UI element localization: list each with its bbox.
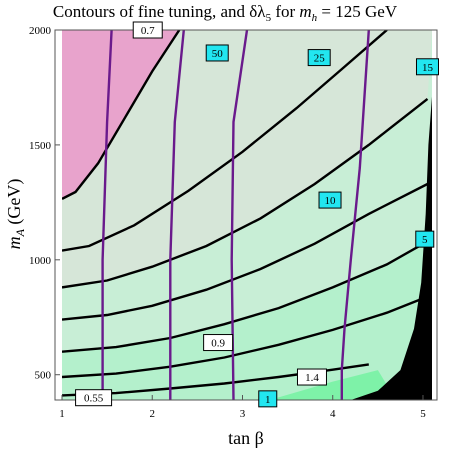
title-mid: for (271, 2, 299, 21)
region-fills (62, 30, 432, 400)
contour-label: 10 (318, 191, 342, 209)
contour-label-text: 50 (212, 48, 224, 60)
contour-label: 15 (415, 58, 439, 76)
contour-label-text: 0.55 (84, 393, 104, 405)
x-axis-label: tan β (228, 428, 264, 448)
y-axis-label-sub: A (13, 228, 27, 237)
y-tick-label: 500 (35, 370, 52, 382)
region-pink (62, 30, 432, 199)
contour-label: 25 (307, 49, 331, 67)
fine-tuning-contours (62, 30, 429, 397)
contour-label-text: 25 (314, 53, 326, 65)
chart-title: Contours of fine tuning, and δλ5 for mh … (53, 2, 398, 24)
fine-tuning-contour (62, 295, 428, 379)
title-main: Contours of fine tuning, and δλ (53, 2, 266, 21)
title-mh-sub: h (312, 12, 318, 24)
delta-lambda-contour (230, 30, 249, 400)
contour-label-box (318, 191, 342, 209)
plot-frame (54, 29, 438, 401)
contour-label-box (205, 44, 229, 62)
contour-label-text: 0.9 (211, 338, 225, 350)
contour-label-text: 0.7 (141, 25, 155, 37)
region-gray-green (62, 30, 432, 288)
y-axis-label-unit: (GeV) (4, 179, 25, 229)
x-tick-label: 5 (420, 408, 426, 420)
x-tick-label: 3 (240, 408, 246, 420)
contour-label: 1 (258, 390, 278, 408)
delta-lambda-contour (340, 30, 370, 400)
contour-labels: 0.7 50 25 15 10 5 0.9 1.4 0.55 1 (75, 21, 439, 408)
contour-label-text: 5 (422, 234, 428, 246)
plot-area (62, 30, 432, 400)
y-tick-label: 1000 (29, 255, 52, 267)
y-tick-label: 1500 (29, 140, 52, 152)
x-tick-label: 1 (59, 408, 65, 420)
y-axis-label-main: m (4, 236, 24, 249)
contour-label: 0.9 (203, 334, 234, 352)
contour-label-box (75, 389, 113, 407)
contour-label: 0.55 (75, 389, 113, 407)
fine-tuning-contour (62, 182, 429, 321)
contour-label-text: 1.4 (305, 372, 319, 384)
contour-label: 1.4 (296, 368, 327, 386)
contour-label-text: 10 (325, 195, 337, 207)
contour-label-box (132, 21, 163, 39)
fine-tuning-contour (62, 30, 388, 252)
delta-lambda-contour (169, 30, 185, 400)
y-axis-label: mA (GeV) (4, 179, 27, 250)
contour-label-box (415, 230, 435, 248)
contour-label: 50 (205, 44, 229, 62)
contour-label-box (296, 368, 327, 386)
contour-label-box (203, 334, 234, 352)
contour-label-box (307, 49, 331, 67)
x-tick-label: 4 (330, 408, 336, 420)
fine-tuning-contour (62, 363, 369, 397)
region-excluded (350, 96, 432, 400)
title-end: = 125 GeV (317, 2, 398, 21)
contour-label-box (415, 58, 439, 76)
delta-lambda-contour (101, 30, 113, 400)
title-sub: 5 (266, 12, 272, 24)
fine-tuning-contour (62, 30, 181, 200)
contour-label-box (258, 390, 278, 408)
x-ticks: 1 2 3 4 5 (59, 395, 426, 420)
delta-lambda-contours (101, 30, 370, 400)
contour-label-text: 15 (422, 62, 434, 74)
y-tick-label: 2000 (29, 25, 52, 37)
x-tick-label: 2 (149, 408, 155, 420)
contour-label: 5 (415, 230, 435, 248)
contour-label: 0.7 (132, 21, 163, 39)
fine-tuning-contour (62, 240, 429, 353)
title-mh: m (299, 2, 311, 21)
y-ticks: 500 1000 1500 2000 (29, 25, 60, 382)
contour-label-text: 1 (265, 394, 271, 406)
region-mint (62, 241, 432, 400)
region-bright-green (269, 370, 396, 400)
